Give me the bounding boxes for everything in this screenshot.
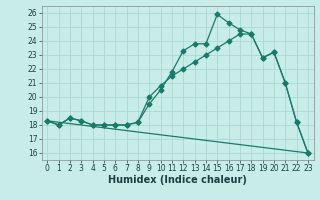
X-axis label: Humidex (Indice chaleur): Humidex (Indice chaleur) bbox=[108, 175, 247, 185]
